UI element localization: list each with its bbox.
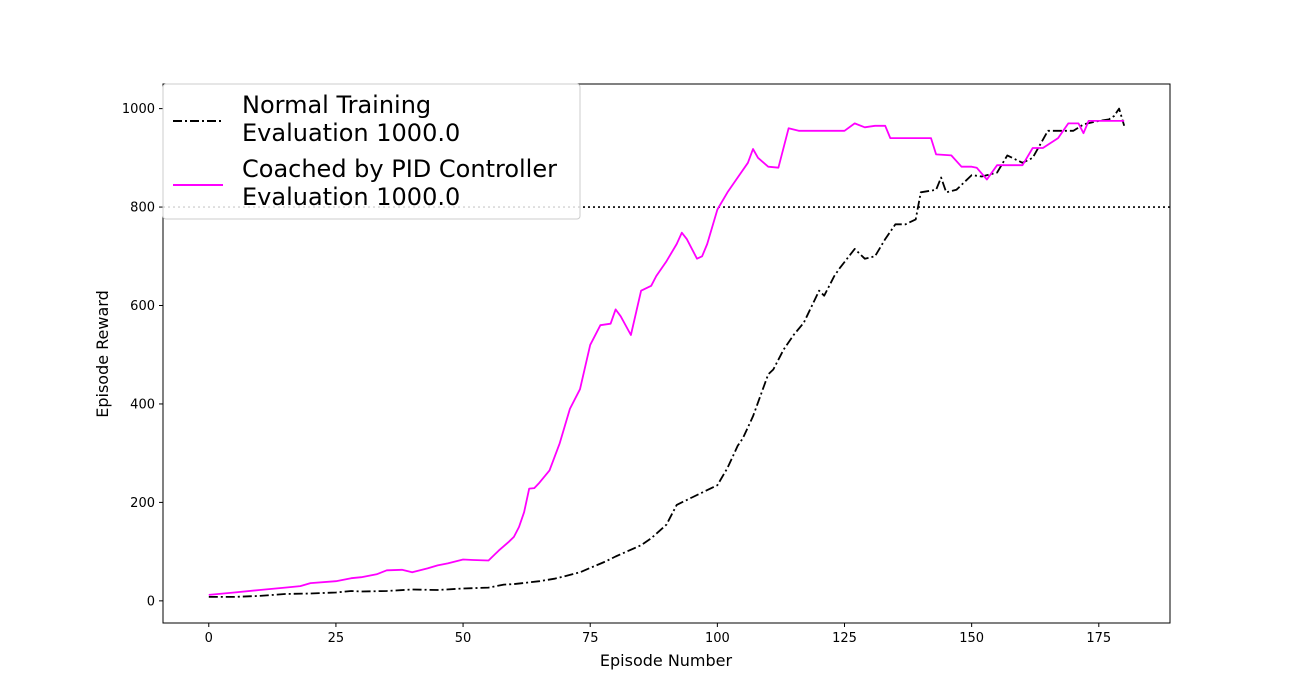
legend-label-line: Evaluation 1000.0	[242, 183, 460, 211]
x-axis-label: Episode Number	[600, 651, 733, 670]
x-tick-label: 150	[959, 631, 984, 646]
y-tick-label: 600	[130, 299, 155, 314]
series-line-coached-pid	[208, 120, 1125, 596]
x-tick-label: 0	[205, 631, 213, 646]
legend-label-line: Normal Training	[242, 91, 431, 119]
x-tick-label: 75	[582, 631, 599, 646]
legend-box	[162, 83, 581, 220]
y-tick-label: 200	[130, 496, 155, 511]
plot-frame	[162, 83, 1171, 624]
ticks-layer: 0 25 50 75 100 125 150 175 0 200 400 600 800 1000	[122, 102, 1111, 646]
legend-label-line: Coached by PID Controller	[242, 155, 557, 183]
x-tick-label: 25	[328, 631, 345, 646]
series-layer	[208, 107, 1126, 598]
x-tick-label: 125	[832, 631, 857, 646]
y-axis-label: Episode Reward	[93, 290, 112, 418]
y-tick-label: 0	[147, 594, 155, 609]
y-tick-label: 800	[130, 201, 155, 216]
x-tick-label: 100	[705, 631, 730, 646]
series-line-normal-training	[208, 107, 1126, 598]
x-tick-label: 175	[1086, 631, 1111, 646]
y-tick-label: 400	[130, 397, 155, 412]
x-tick-label: 50	[455, 631, 472, 646]
y-tick-label: 1000	[122, 102, 155, 117]
legend-label-line: Evaluation 1000.0	[242, 119, 460, 147]
